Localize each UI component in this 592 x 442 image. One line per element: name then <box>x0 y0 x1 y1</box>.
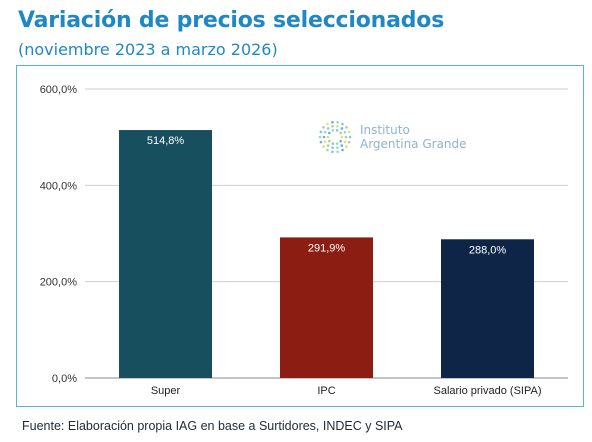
bar <box>280 237 373 378</box>
bar <box>119 130 212 378</box>
logo-dot <box>343 130 347 134</box>
logo-dot <box>319 130 323 134</box>
logo-dot <box>347 130 351 134</box>
chart-title: Variación de precios seleccionados <box>18 8 445 33</box>
logo-dot <box>340 144 344 147</box>
y-tick-label: 600,0% <box>40 84 78 96</box>
logo-dot <box>343 140 347 144</box>
logo-dot <box>344 135 348 139</box>
logo-dot <box>326 127 330 130</box>
y-tick-label: 0,0% <box>52 373 77 385</box>
data-label: 291,9% <box>308 242 346 254</box>
logo-dot <box>339 139 342 143</box>
logo-dot <box>341 148 344 152</box>
logo-dot <box>340 127 344 130</box>
logo-dot <box>341 122 344 126</box>
data-label: 288,0% <box>469 244 507 256</box>
logo-line-2: Argentina Grande <box>360 137 467 151</box>
logo-dot <box>336 124 339 128</box>
logo-dot <box>340 135 344 139</box>
logo-dot <box>328 131 331 135</box>
x-tick-label: IPC <box>317 385 335 397</box>
y-tick-label: 400,0% <box>40 180 78 192</box>
logo-dot <box>322 135 326 139</box>
logo-dot <box>328 139 331 143</box>
logo-dot <box>348 135 352 139</box>
logo-text: Instituto Argentina Grande <box>360 123 467 151</box>
institute-logo: Instituto Argentina Grande <box>318 120 467 154</box>
chart-frame <box>16 65 584 407</box>
logo-dot <box>331 142 335 145</box>
logo-dot <box>322 145 325 148</box>
logo-dot <box>336 120 339 124</box>
logo-dot <box>319 140 323 144</box>
logo-dot <box>339 131 342 135</box>
logo-dot <box>331 129 335 132</box>
logo-dot <box>326 148 329 152</box>
logo-line-1: Instituto <box>360 123 410 137</box>
logo-dot <box>331 124 334 128</box>
logo-dot <box>326 122 329 126</box>
logo-dot <box>336 146 339 150</box>
logo-dot <box>335 142 339 145</box>
logo-dot <box>335 129 339 132</box>
dotted-circle-logo-icon <box>318 120 352 154</box>
logo-dot <box>331 146 334 150</box>
bar <box>441 239 534 378</box>
source-note: Fuente: Elaboración propia IAG en base a… <box>22 419 403 433</box>
y-tick-label: 200,0% <box>40 277 78 289</box>
logo-dot <box>331 150 334 154</box>
logo-dot <box>345 145 348 148</box>
chart-subtitle: (noviembre 2023 a marzo 2026) <box>18 40 278 59</box>
x-tick-label: Salario privado (SIPA) <box>433 385 541 397</box>
logo-dot <box>326 135 330 139</box>
logo-dot <box>323 130 327 134</box>
logo-dot <box>318 135 322 139</box>
logo-dot <box>323 140 327 144</box>
logo-dot <box>322 126 325 129</box>
data-label: 514,8% <box>147 135 185 147</box>
logo-dot <box>326 144 330 147</box>
logo-dot <box>331 120 334 124</box>
logo-dot <box>336 150 339 154</box>
x-tick-label: Super <box>151 385 181 397</box>
logo-dot <box>345 126 348 129</box>
logo-dot <box>347 140 351 144</box>
